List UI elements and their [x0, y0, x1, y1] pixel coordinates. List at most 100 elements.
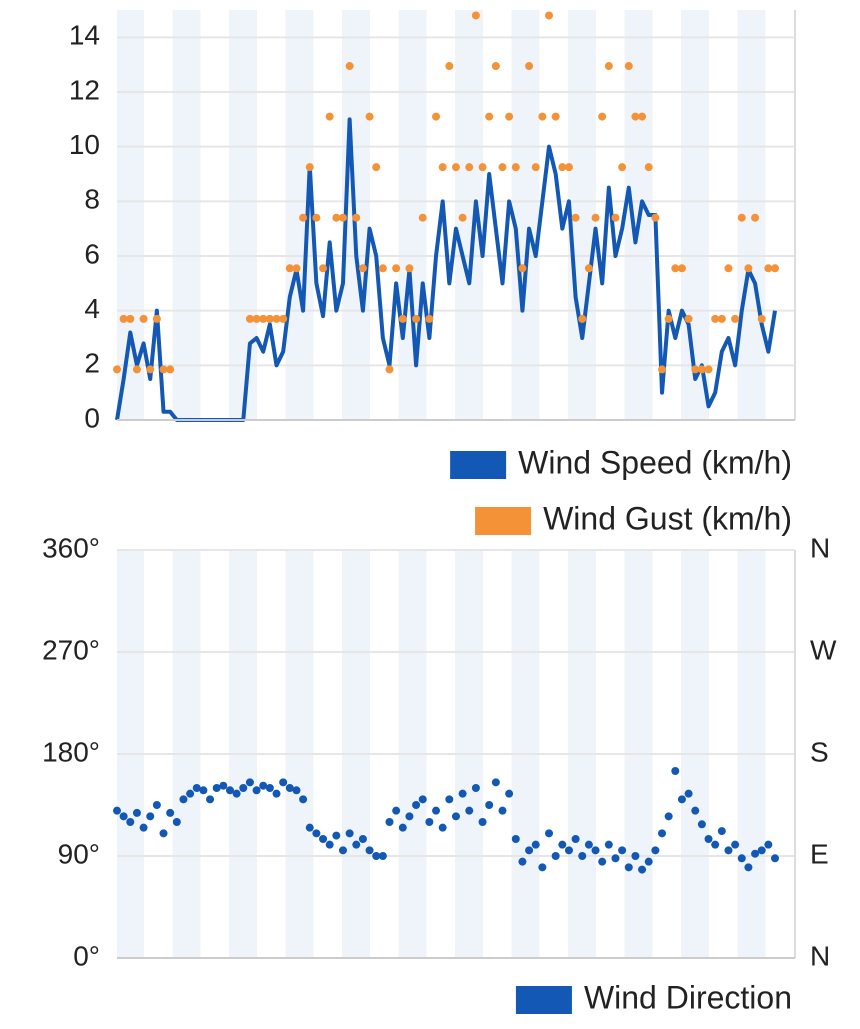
- y-tick-label: 360°: [42, 532, 100, 563]
- point: [611, 213, 620, 222]
- point: [591, 846, 600, 855]
- point: [206, 795, 215, 804]
- point: [684, 789, 693, 798]
- point: [564, 163, 573, 172]
- point: [285, 784, 294, 792]
- point: [691, 365, 700, 374]
- point: [638, 865, 647, 874]
- point: [279, 314, 288, 323]
- point: [631, 852, 640, 860]
- point: [272, 314, 281, 323]
- point: [425, 818, 434, 826]
- point: [432, 112, 441, 121]
- point: [432, 806, 441, 815]
- point: [731, 314, 740, 323]
- point: [578, 314, 587, 323]
- point: [518, 857, 527, 866]
- point: [332, 831, 341, 840]
- y-tick-label: 14: [69, 20, 100, 51]
- point: [584, 840, 593, 849]
- point: [505, 112, 514, 121]
- point: [352, 840, 361, 849]
- point: [338, 846, 347, 855]
- y-tick-label: 180°: [42, 736, 100, 767]
- point: [438, 163, 447, 172]
- point: [232, 789, 241, 798]
- point: [691, 806, 700, 815]
- point: [511, 163, 520, 172]
- point: [199, 786, 208, 795]
- point: [624, 863, 633, 872]
- point: [465, 806, 474, 815]
- point: [385, 365, 394, 374]
- point: [445, 795, 454, 804]
- point: [132, 365, 141, 374]
- point: [365, 846, 374, 855]
- night-band: [173, 10, 201, 420]
- night-band: [230, 10, 257, 420]
- point: [458, 789, 467, 798]
- point: [651, 213, 660, 222]
- y2-tick-label: W: [810, 634, 837, 665]
- point: [644, 163, 653, 172]
- point: [551, 852, 560, 860]
- point: [598, 857, 607, 866]
- point: [159, 365, 168, 374]
- point: [119, 314, 128, 323]
- point: [418, 213, 427, 222]
- point: [538, 112, 547, 121]
- point: [412, 314, 421, 323]
- point: [192, 784, 201, 792]
- point: [538, 863, 547, 872]
- point: [711, 840, 720, 849]
- point: [651, 846, 660, 855]
- point: [378, 264, 387, 273]
- point: [671, 767, 680, 775]
- point: [731, 840, 740, 849]
- point: [126, 314, 135, 323]
- point: [113, 806, 121, 815]
- point: [764, 840, 773, 849]
- point: [518, 264, 527, 273]
- point: [485, 112, 494, 121]
- point: [584, 264, 593, 273]
- point: [126, 818, 135, 826]
- point: [272, 789, 281, 798]
- point: [119, 812, 128, 821]
- point: [139, 823, 148, 832]
- y-tick-label: 270°: [42, 634, 100, 665]
- point: [498, 806, 507, 815]
- point: [358, 835, 367, 843]
- point: [259, 781, 268, 790]
- point: [724, 264, 733, 273]
- point: [564, 846, 573, 855]
- y-tick-label: 8: [84, 184, 100, 215]
- y-tick-label: 10: [69, 129, 100, 160]
- point: [225, 786, 234, 795]
- point: [372, 163, 381, 172]
- point: [451, 812, 460, 821]
- point: [239, 784, 248, 792]
- point: [146, 365, 155, 374]
- point: [398, 314, 407, 323]
- y2-tick-label: E: [810, 838, 829, 869]
- point: [604, 62, 613, 71]
- legend-label: Wind Direction: [584, 979, 792, 1015]
- point: [392, 806, 401, 815]
- point: [166, 808, 175, 817]
- point: [757, 314, 766, 323]
- point: [405, 264, 414, 273]
- point: [724, 846, 733, 855]
- point: [558, 840, 567, 849]
- point: [365, 112, 374, 121]
- point: [146, 812, 155, 821]
- point: [299, 213, 308, 222]
- point: [664, 812, 673, 821]
- point: [186, 789, 195, 798]
- night-band: [512, 10, 540, 420]
- point: [631, 112, 640, 121]
- point: [697, 365, 706, 374]
- point: [325, 840, 334, 849]
- point: [465, 163, 474, 172]
